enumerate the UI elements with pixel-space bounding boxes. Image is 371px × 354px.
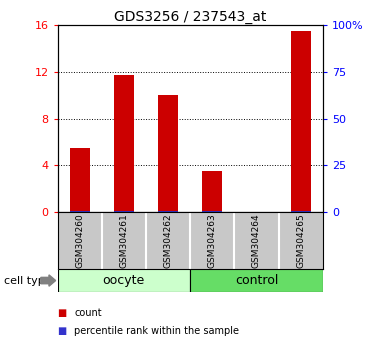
Bar xyxy=(190,269,323,292)
Bar xyxy=(291,211,311,212)
Text: GSM304264: GSM304264 xyxy=(252,213,261,268)
Text: ■: ■ xyxy=(58,326,67,336)
Text: GSM304261: GSM304261 xyxy=(119,213,128,268)
Bar xyxy=(158,211,178,212)
Bar xyxy=(70,148,89,212)
Bar xyxy=(158,95,178,212)
Text: ■: ■ xyxy=(58,308,67,318)
Text: cell type: cell type xyxy=(4,275,51,286)
Text: GSM304260: GSM304260 xyxy=(75,213,84,268)
Text: GSM304263: GSM304263 xyxy=(208,213,217,268)
Title: GDS3256 / 237543_at: GDS3256 / 237543_at xyxy=(114,10,266,24)
Text: percentile rank within the sample: percentile rank within the sample xyxy=(74,326,239,336)
Text: count: count xyxy=(74,308,102,318)
Bar xyxy=(58,269,190,292)
Text: GSM304265: GSM304265 xyxy=(296,213,305,268)
Bar xyxy=(114,211,134,212)
Bar xyxy=(202,211,222,212)
Bar xyxy=(114,75,134,212)
Bar xyxy=(202,171,222,212)
Bar xyxy=(70,211,89,212)
Text: control: control xyxy=(235,274,278,287)
Bar xyxy=(291,31,311,212)
Text: oocyte: oocyte xyxy=(103,274,145,287)
Text: GSM304262: GSM304262 xyxy=(164,213,173,268)
